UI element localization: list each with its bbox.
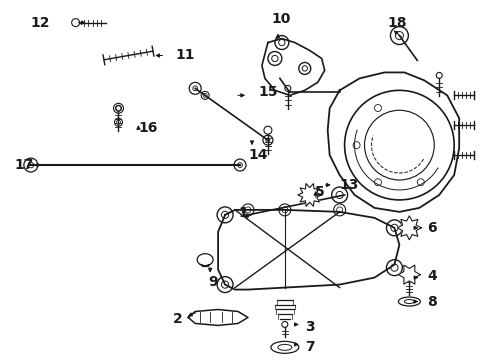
Text: 8: 8 xyxy=(427,294,436,309)
Text: 1: 1 xyxy=(238,206,247,220)
Text: 3: 3 xyxy=(304,320,314,334)
Polygon shape xyxy=(398,265,420,284)
Polygon shape xyxy=(297,184,321,206)
Polygon shape xyxy=(188,310,247,325)
Text: 18: 18 xyxy=(386,15,406,30)
Text: 10: 10 xyxy=(271,12,291,26)
Text: 11: 11 xyxy=(175,49,194,63)
Text: 14: 14 xyxy=(247,148,267,162)
Text: 7: 7 xyxy=(304,340,314,354)
Text: 5: 5 xyxy=(314,185,324,199)
Text: 15: 15 xyxy=(258,85,277,99)
Text: 12: 12 xyxy=(31,15,50,30)
Text: 13: 13 xyxy=(339,178,358,192)
Text: 17: 17 xyxy=(15,158,34,172)
Text: 2: 2 xyxy=(172,312,182,327)
Text: 16: 16 xyxy=(138,121,158,135)
Text: 4: 4 xyxy=(427,269,436,283)
Polygon shape xyxy=(397,216,421,240)
Text: 9: 9 xyxy=(208,275,217,289)
Text: 6: 6 xyxy=(427,221,436,235)
